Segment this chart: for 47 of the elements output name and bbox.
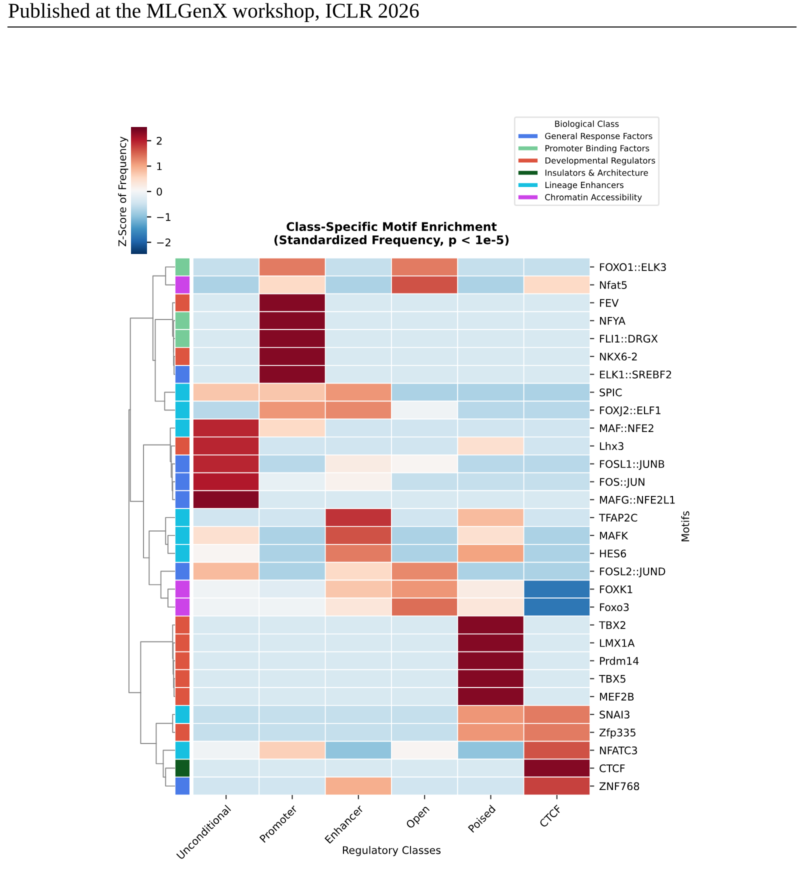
legend-label: Chromatin Accessibility <box>545 194 642 202</box>
legend-label: Developmental Regulators <box>545 157 656 166</box>
y-tick-label: Foxo3 <box>600 603 629 612</box>
y-tick-label: ELK1::SREBF2 <box>600 370 672 378</box>
y-tick-label: Nfat5 <box>600 280 627 289</box>
y-tick-label: TFAP2C <box>598 514 638 522</box>
y-tick-label: MAFG::NFE2L1 <box>600 496 675 504</box>
y-tick-label: FOXJ2::ELF1 <box>600 406 660 416</box>
y-tick-label: MAFK <box>600 532 628 540</box>
x-axis-title: Regulatory Classes <box>342 846 441 856</box>
color-bar-label: −2 <box>157 238 170 246</box>
y-tick-label: Lhx3 <box>600 442 624 450</box>
y-tick-label: FOSL1::JUNB <box>600 460 664 470</box>
y-tick-label: SNAI3 <box>600 710 630 719</box>
y-tick-label: TBX2 <box>598 621 626 629</box>
y-tick-label: FOXO1::ELK3 <box>600 263 666 272</box>
y-tick-label: FEV <box>600 299 619 307</box>
legend-label: Lineage Enhancers <box>545 182 624 190</box>
y-tick-label: Prdm14 <box>600 656 639 665</box>
y-tick-label: CTCF <box>600 764 625 772</box>
chart-title: Class-Specific Motif Enrichment (Standardized Frequency, p < 1e-5) <box>274 222 509 247</box>
color-bar-label: 1 <box>157 162 162 170</box>
color-bar-label: 2 <box>156 136 162 145</box>
y-tick-label: TBX5 <box>598 675 626 683</box>
y-tick-label: NKX6-2 <box>600 352 637 361</box>
y-tick-label: FOSL2::JUND <box>600 567 666 578</box>
legend-label: General Response Factors <box>545 132 652 141</box>
y-tick-label: FOXK1 <box>600 585 632 594</box>
legend-label: Insulators & Architecture <box>545 169 648 176</box>
y-tick-label: NFATC3 <box>600 746 637 754</box>
y-tick-label: FLI1::DRGX <box>600 334 658 343</box>
color-bar-label: 0 <box>156 188 162 196</box>
y-tick-label: ZNF768 <box>599 782 640 790</box>
y-tick-label: Zfp335 <box>599 728 636 738</box>
y-tick-label: HES6 <box>600 550 626 558</box>
y-tick-label: LMX1A <box>600 639 635 647</box>
legend-title: Biological Class <box>555 120 619 129</box>
color-bar-label: −1 <box>157 213 170 221</box>
text: Published at the MLGenX workshop, ICLR 2026 <box>8 3 419 22</box>
y-tick-label: SPIC <box>600 388 622 396</box>
y-tick-label: MAF::NFE2 <box>600 424 654 432</box>
legend-label: Promoter Binding Factors <box>545 144 650 154</box>
y-tick-label: MEF2B <box>600 692 634 701</box>
y-axis-title: Motifs <box>681 511 690 542</box>
y-tick-label: NFYA <box>600 317 626 325</box>
color-bar-title: Z-Score of Frequency <box>118 136 128 246</box>
y-tick-label: FOS::JUN <box>600 478 644 488</box>
